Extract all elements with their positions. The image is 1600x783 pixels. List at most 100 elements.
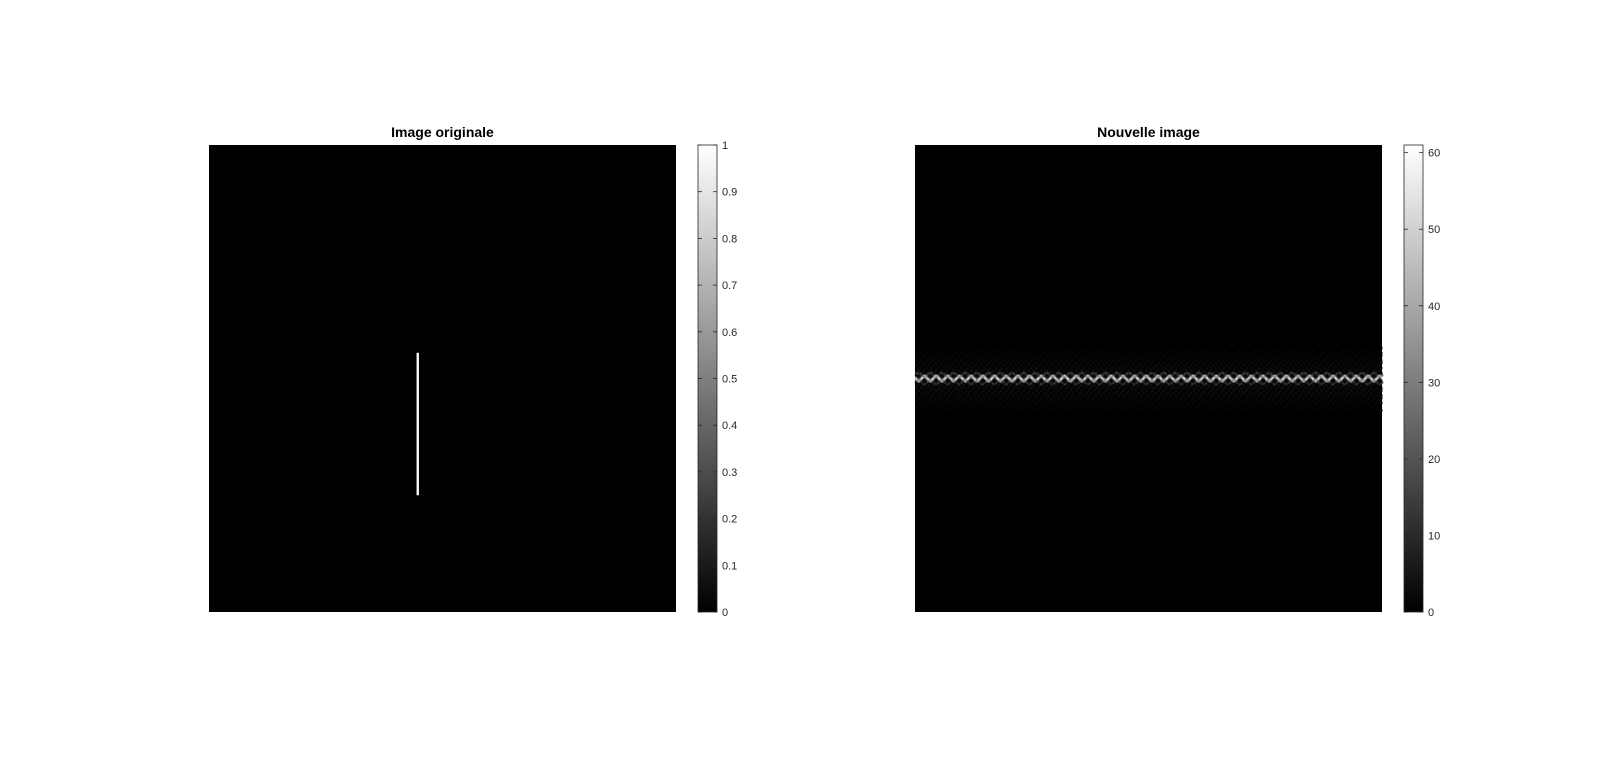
band-side-cell: [1365, 382, 1367, 384]
band-core-cell: [1159, 376, 1162, 380]
band-texture-cell: [1165, 374, 1168, 377]
band-texture-cell: [1187, 394, 1190, 397]
band-texture-cell: [977, 386, 980, 390]
band-texture-cell: [930, 386, 933, 390]
band-side-cell: [1223, 380, 1225, 382]
band-texture-cell: [1142, 379, 1145, 382]
band-texture-cell: [1307, 356, 1310, 360]
band-texture-cell: [1345, 366, 1348, 370]
band-texture-cell: [1112, 351, 1115, 355]
band-side-cell: [965, 379, 967, 381]
band-texture-cell: [962, 369, 965, 372]
band-texture-cell: [935, 354, 938, 357]
band-texture-cell: [1362, 354, 1365, 357]
band-side-cell: [945, 375, 947, 377]
band-texture-cell: [1117, 394, 1120, 397]
band-texture-cell: [1335, 386, 1338, 390]
band-side-cell: [1048, 373, 1050, 375]
band-texture-cell: [972, 401, 975, 405]
band-core-cell: [951, 378, 953, 382]
band-texture-cell: [1257, 389, 1260, 392]
band-texture-cell: [1060, 384, 1063, 387]
band-side-cell: [1240, 376, 1242, 378]
band-texture-cell: [1090, 351, 1093, 355]
band-texture-cell: [1182, 391, 1185, 395]
band-texture-cell: [945, 399, 948, 402]
band-core-cell: [1173, 378, 1175, 382]
band-side-cell: [1089, 382, 1091, 385]
band-texture-cell: [1360, 411, 1363, 415]
band-core-cell: [972, 376, 974, 380]
band-side-cell: [1081, 379, 1084, 381]
band-texture-cell: [990, 394, 993, 397]
band-texture-cell: [1290, 396, 1293, 400]
band-texture-cell: [1307, 349, 1310, 352]
vertical-line-mark: [416, 352, 419, 496]
band-texture-cell: [1210, 369, 1213, 372]
band-texture-cell: [1087, 361, 1090, 365]
colorbar-tick-label: 50: [1428, 224, 1440, 236]
band-texture-cell: [1210, 361, 1213, 365]
band-texture-cell: [940, 376, 943, 380]
band-texture-cell: [1297, 401, 1300, 405]
band-core-cell: [1133, 374, 1135, 378]
band-texture-cell: [922, 376, 925, 380]
band-texture-cell: [1225, 384, 1228, 387]
band-side-cell: [971, 376, 973, 378]
band-texture-cell: [1130, 379, 1133, 382]
band-texture-cell: [980, 379, 983, 382]
band-texture-cell: [1147, 399, 1150, 402]
band-texture-cell: [1115, 376, 1118, 380]
band-texture-cell: [1047, 386, 1050, 390]
band-texture-cell: [1040, 389, 1043, 392]
band-core-cell: [916, 378, 918, 382]
band-texture-cell: [987, 396, 990, 400]
band-texture-cell: [1292, 354, 1295, 357]
band-side-cell: [1105, 379, 1108, 382]
band-texture-cell: [1205, 379, 1208, 382]
band-side-cell: [1303, 379, 1306, 381]
band-texture-cell: [1090, 406, 1093, 410]
band-texture-cell: [1127, 361, 1130, 365]
band-side-cell: [929, 372, 931, 374]
band-texture-cell: [937, 391, 940, 395]
band-texture-cell: [935, 376, 938, 380]
band-side-cell: [1115, 372, 1117, 374]
band-texture-cell: [1255, 411, 1258, 415]
band-side-cell: [1342, 382, 1344, 385]
band-texture-cell: [1090, 391, 1093, 395]
band-texture-cell: [1220, 411, 1223, 415]
band-texture-cell: [1190, 369, 1193, 372]
band-side-cell: [1307, 375, 1309, 378]
band-side-cell: [940, 379, 942, 382]
band-texture-cell: [1362, 351, 1365, 355]
band-texture-cell: [962, 396, 965, 400]
band-texture-cell: [1142, 359, 1145, 362]
band-texture-cell: [1265, 406, 1268, 410]
band-side-cell: [1323, 382, 1325, 384]
band-texture-cell: [1145, 376, 1148, 380]
band-texture-cell: [1100, 409, 1103, 412]
band-texture-cell: [975, 356, 978, 360]
band-texture-cell: [1367, 386, 1370, 390]
band-side-cell: [1135, 375, 1138, 377]
band-side-cell: [1181, 383, 1183, 385]
band-side-cell: [1015, 383, 1018, 385]
band-side-cell: [1092, 372, 1094, 374]
band-texture-cell: [1272, 379, 1275, 382]
band-texture-cell: [922, 391, 925, 395]
band-side-cell: [1350, 372, 1352, 374]
band-side-cell: [1121, 376, 1123, 378]
band-side-cell: [1362, 372, 1364, 374]
band-texture-cell: [1255, 349, 1258, 352]
band-texture-cell: [987, 384, 990, 387]
band-texture-cell: [1035, 374, 1038, 377]
band-texture-cell: [1327, 359, 1330, 362]
band-texture-cell: [1185, 396, 1188, 400]
band-texture-cell: [1217, 351, 1220, 355]
band-core-cell: [1289, 377, 1291, 382]
band-texture-cell: [1380, 346, 1383, 350]
band-side-cell: [1258, 380, 1260, 382]
band-texture-cell: [942, 401, 945, 405]
band-texture-cell: [1000, 396, 1003, 400]
